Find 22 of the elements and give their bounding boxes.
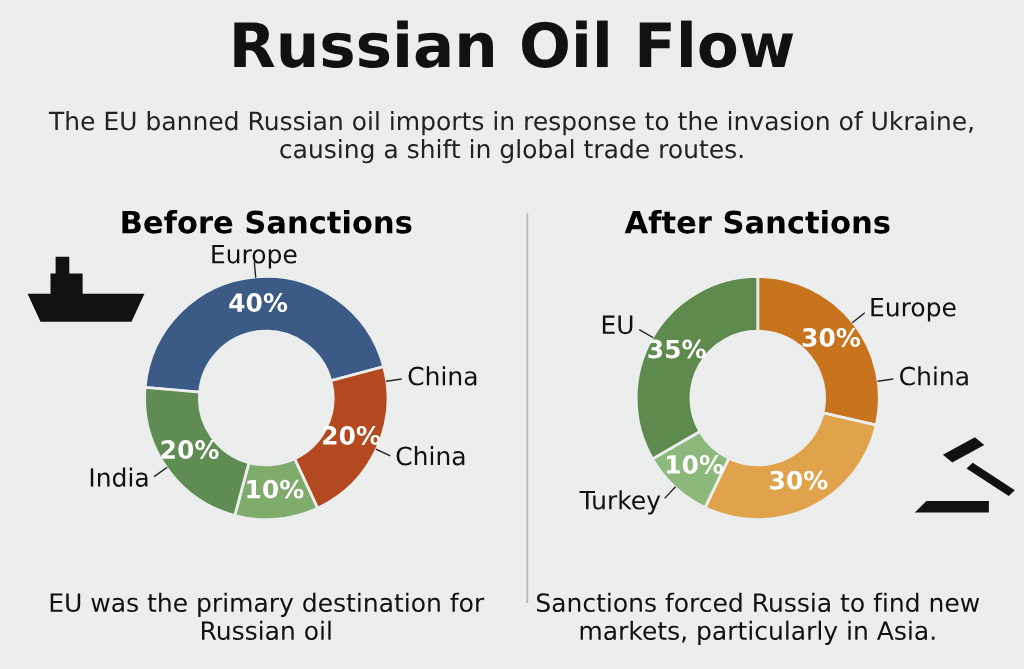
data-label: 20% [161,440,219,460]
text: EU was the primary destination for Russian oil [50,592,485,641]
chart-title: Before Sanctions [122,210,412,234]
slice-label: EU [602,315,633,335]
slice-label: India [90,467,148,487]
text: China [408,366,477,386]
data-label: 20% [323,425,381,445]
text: Russian Oil Flow [234,20,794,68]
data-label: 10% [247,479,304,499]
data-label: 30% [770,470,828,490]
data-label: 35% [648,339,706,359]
slice-label: Europe [212,245,297,269]
text: Sanctions forced Russia to find new markets, particularly in Asia. [536,592,980,645]
data-label: 30% [802,328,861,347]
data-label: 40% [229,293,288,313]
slice-label: Turkey [579,490,661,515]
slice-label: Europe [871,298,956,322]
data-label: 10% [666,455,724,474]
text: China [900,366,968,386]
slice-label: China [396,446,465,466]
chart-title: After Sanctions [624,210,890,234]
text: The EU banned Russian oil imports in response to the invasion of Ukraine, causing a shift in global trade routes. [48,111,973,164]
